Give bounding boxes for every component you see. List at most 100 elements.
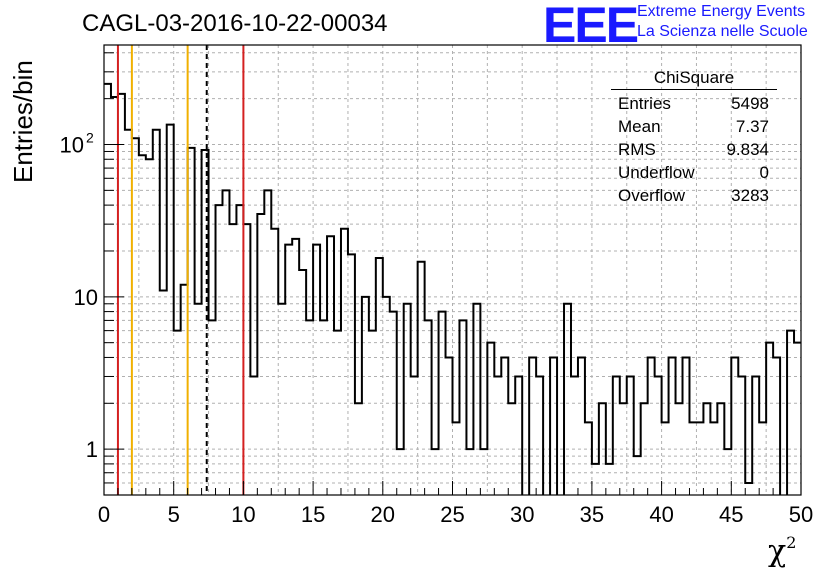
- histogram-bin: [355, 403, 362, 495]
- histogram-bin: [459, 320, 466, 495]
- histogram-bin: [710, 422, 717, 495]
- x-tick-label: 0: [98, 502, 110, 527]
- histogram-bin: [627, 376, 634, 495]
- y-tick-label: 1: [86, 437, 98, 462]
- histogram-bin: [731, 357, 738, 495]
- histogram-bin: [606, 464, 613, 495]
- histogram-bin: [689, 422, 696, 495]
- histogram-bin: [369, 331, 376, 495]
- histogram-bin: [313, 245, 320, 495]
- eee-logo: EEE: [543, 0, 639, 53]
- histogram-bin: [787, 331, 794, 495]
- histogram-bin: [432, 449, 439, 495]
- histogram-bin: [494, 376, 501, 495]
- histogram-bin: [125, 130, 132, 495]
- histogram-bin: [306, 320, 313, 495]
- histogram-bin: [139, 155, 146, 495]
- histogram-bin: [222, 190, 229, 495]
- histogram-bin: [508, 403, 515, 495]
- histogram-bin: [271, 229, 278, 495]
- x-tick-label: 5: [168, 502, 180, 527]
- histogram-bin: [446, 357, 453, 495]
- histogram-bin: [466, 449, 473, 495]
- x-axis-label: χ2: [768, 533, 797, 569]
- histogram-bin: [724, 449, 731, 495]
- histogram-bin: [662, 422, 669, 495]
- histogram-outline: [104, 82, 801, 495]
- histogram-bin: [439, 312, 446, 495]
- histogram-bin: [118, 94, 125, 495]
- histogram-bin: [529, 357, 536, 495]
- x-tick-label: 45: [719, 502, 743, 527]
- histogram-bin: [676, 403, 683, 495]
- x-tick-label: 50: [789, 502, 813, 527]
- histogram-bin: [564, 304, 571, 495]
- histogram-bin: [174, 331, 181, 495]
- histogram-bin: [536, 376, 543, 495]
- x-tick-label: 10: [231, 502, 255, 527]
- histogram-bin: [634, 456, 641, 495]
- stats-row-entries: Entries 5498: [618, 94, 769, 113]
- logo-line-1: Extreme Energy Events: [637, 3, 806, 20]
- chart-title: CAGL-03-2016-10-22-00034: [82, 10, 388, 37]
- histogram-bin: [229, 224, 236, 495]
- histogram-bin: [397, 449, 404, 495]
- histogram-bin: [216, 205, 223, 495]
- histogram-bin: [383, 297, 390, 495]
- stats-title: ChiSquare: [611, 68, 777, 90]
- histogram-bin: [641, 403, 648, 495]
- x-tick-label: 35: [580, 502, 604, 527]
- histogram-bin: [362, 297, 369, 495]
- histogram-bin: [738, 376, 745, 495]
- histogram-bin: [111, 97, 118, 495]
- histogram-bin: [473, 304, 480, 495]
- histogram-bin: [571, 376, 578, 495]
- histogram-bin: [160, 291, 167, 495]
- histogram-bin: [515, 376, 522, 495]
- histogram-bin: [794, 343, 801, 495]
- histogram-bin: [146, 159, 153, 495]
- reference-lines: [116, 45, 245, 495]
- y-tick-label: 10: [74, 285, 98, 310]
- histogram-bin: [696, 422, 703, 495]
- histogram-bin: [104, 84, 111, 495]
- histogram-bin: [278, 304, 285, 495]
- histogram-bin: [655, 376, 662, 495]
- logo-line-2: La Scienza nelle Scuole: [637, 23, 808, 40]
- y-tick-exponent: 2: [86, 129, 94, 145]
- histogram-bin: [759, 422, 766, 495]
- x-tick-label: 15: [301, 502, 325, 527]
- histogram-bin: [404, 304, 411, 495]
- stats-row-mean: Mean 7.37: [618, 117, 769, 136]
- histogram-bin: [411, 376, 418, 495]
- histogram-bin: [578, 357, 585, 495]
- histogram-bin: [752, 376, 759, 495]
- histogram-bin: [299, 270, 306, 495]
- histogram-bin: [648, 357, 655, 495]
- histogram-bin: [327, 236, 334, 495]
- stats-row-underflow: Underflow 0: [618, 163, 769, 182]
- histogram-bin: [264, 190, 271, 495]
- histogram-bin: [188, 148, 195, 495]
- histogram-bin: [669, 357, 676, 495]
- histogram-bin: [341, 229, 348, 495]
- histogram-bin: [257, 214, 264, 495]
- histogram-bin: [181, 285, 188, 495]
- stats-box: ChiSquare Entries 5498 Mean 7.37 RMS 9.834 …: [611, 68, 777, 207]
- histogram-bin: [243, 224, 250, 495]
- x-tick-label: 30: [510, 502, 534, 527]
- histogram-bin: [773, 357, 780, 495]
- histogram-bin: [292, 239, 299, 495]
- x-ticks: 0 5 10 15 20 25 30 35 40 45 50: [98, 481, 813, 527]
- histogram-bin: [613, 376, 620, 495]
- histogram-bars: [104, 82, 801, 495]
- x-tick-label: 25: [440, 502, 464, 527]
- histogram-bin: [209, 320, 216, 495]
- x-tick-label: 20: [371, 502, 395, 527]
- histogram-bin: [425, 320, 432, 495]
- histogram-bin: [480, 449, 487, 495]
- y-tick-label: 10: [60, 132, 84, 157]
- histogram-bin: [592, 464, 599, 495]
- histogram-bin: [167, 125, 174, 495]
